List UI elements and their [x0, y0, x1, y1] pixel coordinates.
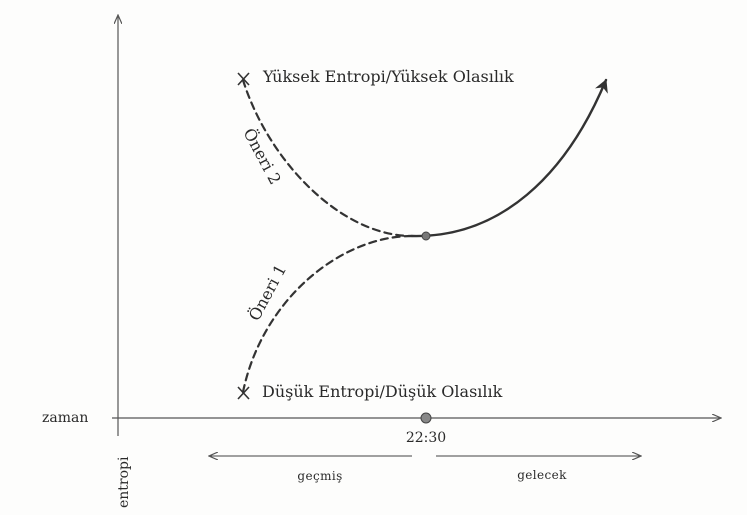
x-axis-label: zaman [42, 410, 88, 426]
future-label: gelecek [517, 468, 567, 482]
proposal-2-curve [241, 78, 414, 238]
future-curve [410, 78, 608, 238]
proposal-1-curve [241, 234, 414, 394]
low-entropy-label: Düşük Entropi/Düşük Olasılık [262, 382, 503, 401]
y-axis-label: entropi [116, 456, 132, 508]
high-entropy-label: Yüksek Entropi/Yüksek Olasılık [262, 67, 514, 86]
time-marker-point [420, 412, 432, 424]
proposal-1-label: Öneri 1 [244, 261, 290, 324]
time-marker-label: 22:30 [406, 430, 446, 446]
low-entropy-cross-icon [237, 386, 250, 400]
proposal-2-label: Öneri 2 [239, 124, 285, 187]
high-entropy-cross-icon [237, 72, 250, 86]
present-point [421, 231, 431, 241]
past-label: geçmiş [297, 469, 342, 483]
